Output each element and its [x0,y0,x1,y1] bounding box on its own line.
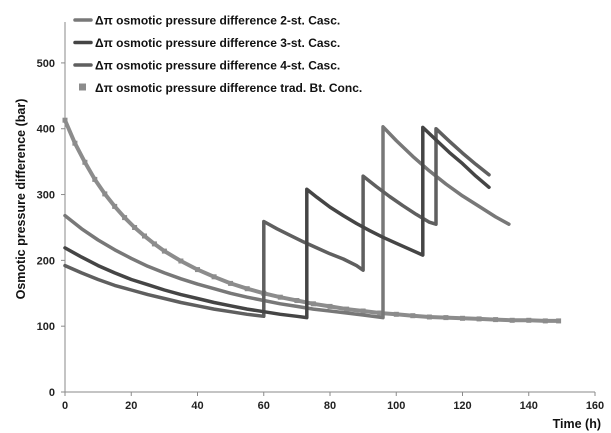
y-tick-label: 300 [37,190,55,202]
data-point [72,140,78,146]
x-tick-label: 140 [520,400,538,412]
data-point [476,316,482,322]
data-point [556,318,562,324]
data-point [195,267,200,273]
legend-item: Δπ osmotic pressure difference trad. Bt.… [79,81,362,95]
legend-label: Δπ osmotic pressure difference trad. Bt.… [95,81,362,95]
x-tick-label: 20 [125,400,137,412]
data-point [92,176,98,182]
data-point [277,294,283,300]
data-point [426,314,432,320]
data-point [211,274,217,280]
data-point [542,318,548,324]
data-point [377,310,383,316]
data-point [122,215,128,221]
data-point [132,225,138,230]
y-tick-label: 0 [49,387,55,399]
legend-item: Δπ osmotic pressure difference 2-st. Cas… [73,14,340,28]
x-tick-label: 80 [324,400,336,412]
series-3 [63,126,491,319]
series-4 [62,117,562,324]
data-point [509,317,515,323]
data-point [526,317,532,323]
y-axis-title: Osmotic pressure difference (bar) [14,99,28,300]
data-point [443,315,449,321]
legend: Δπ osmotic pressure difference 2-st. Cas… [73,14,362,95]
data-point [178,258,184,264]
legend-item: Δπ osmotic pressure difference 4-st. Cas… [73,59,340,73]
y-tick-label: 100 [37,321,55,333]
data-point [112,203,118,209]
data-point [327,303,333,309]
data-point [82,159,88,165]
legend-swatch [79,83,86,91]
x-tick-label: 40 [191,400,203,412]
data-point [142,233,147,239]
data-point [244,286,250,292]
axes: 0 20 40 60 80 100 120 140 160 0 100 200 300 400 500 [37,22,604,412]
series-layer [62,117,562,324]
data-point [294,298,300,303]
data-point [410,313,416,319]
data-point [360,308,366,314]
series-line [63,125,491,320]
x-tick-label: 0 [62,400,68,412]
x-tick-label: 160 [586,400,604,412]
data-point [151,241,157,247]
x-tick-label: 100 [387,400,405,412]
data-point [102,191,108,197]
y-tick-label: 200 [37,255,55,267]
y-tick-label: 500 [37,58,55,70]
data-point [161,248,167,254]
data-point [393,311,399,317]
legend-label: Δπ osmotic pressure difference 4-st. Cas… [95,59,340,73]
data-point [62,117,68,123]
data-point [228,280,234,286]
x-axis-title: Time (h) [553,417,601,431]
legend-item: Δπ osmotic pressure difference 3-st. Cas… [73,36,340,50]
series-2 [63,125,491,320]
data-point [344,306,350,312]
series-line [63,126,491,319]
x-tick-label: 60 [258,400,270,412]
legend-label: Δπ osmotic pressure difference 3-st. Cas… [95,36,340,50]
y-tick-label: 400 [37,124,55,136]
data-point [493,317,499,323]
data-point [310,301,316,307]
legend-label: Δπ osmotic pressure difference 2-st. Cas… [95,14,340,28]
x-tick-label: 120 [453,400,471,412]
data-point [460,315,465,321]
